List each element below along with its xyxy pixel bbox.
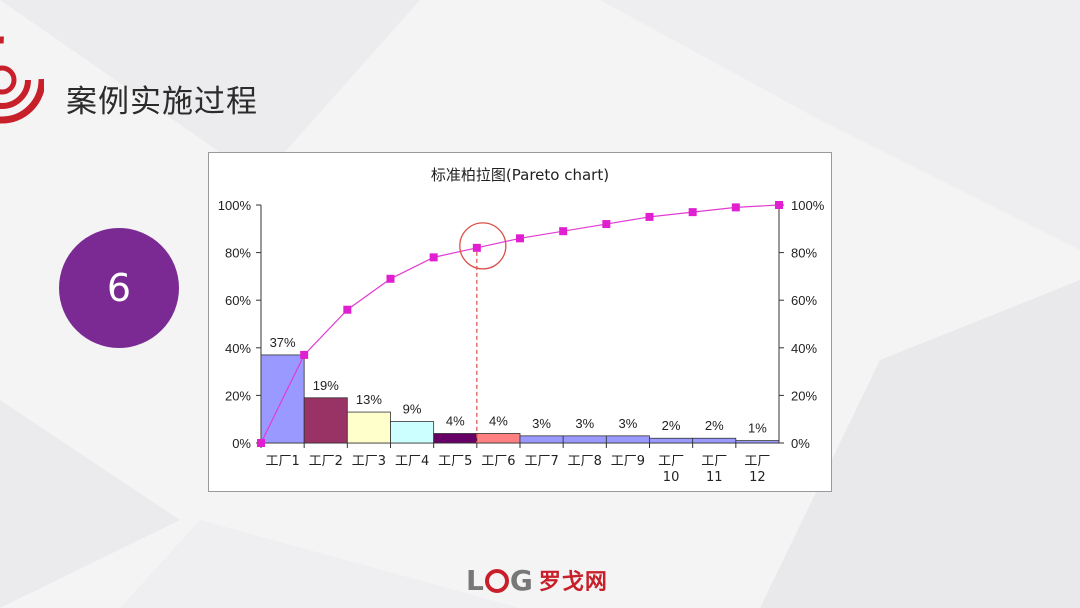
x-tick-label: 10 bbox=[663, 470, 680, 485]
y-tick-label-left: 40% bbox=[225, 341, 251, 356]
y-tick-label-left: 0% bbox=[232, 436, 251, 451]
bar bbox=[433, 433, 478, 444]
cumulative-point bbox=[386, 274, 395, 283]
cumulative-point bbox=[343, 305, 352, 314]
bar-data-label: 37% bbox=[270, 335, 296, 350]
y-tick-label-right: 0% bbox=[791, 436, 810, 451]
x-tick-label: 工厂6 bbox=[481, 454, 515, 469]
y-tick-label-right: 40% bbox=[791, 341, 817, 356]
x-tick-label: 工厂 bbox=[701, 454, 727, 469]
y-tick-label-left: 80% bbox=[225, 246, 251, 261]
bar bbox=[649, 437, 694, 444]
cumulative-point bbox=[300, 350, 309, 359]
bar-data-label: 4% bbox=[446, 413, 465, 428]
y-tick-label-left: 20% bbox=[225, 388, 251, 403]
y-tick-label-right: 60% bbox=[791, 293, 817, 308]
x-tick-label: 工厂9 bbox=[611, 454, 645, 469]
bar bbox=[519, 435, 564, 444]
bar bbox=[346, 411, 391, 444]
logo-letter-l: L bbox=[466, 563, 484, 597]
pareto-chart: 标准柏拉图(Pareto chart) 0% 0% 20% 20% 40% 40% 60% 60… bbox=[208, 152, 832, 492]
x-tick-label: 工厂1 bbox=[265, 454, 299, 469]
highlight-circle bbox=[459, 222, 507, 270]
x-tick-label: 工厂2 bbox=[309, 454, 343, 469]
bar-data-label: 9% bbox=[403, 402, 422, 417]
x-tick-label: 工厂8 bbox=[568, 454, 602, 469]
chart-title: 标准柏拉图(Pareto chart) bbox=[431, 166, 609, 184]
chart-canvas: 标准柏拉图(Pareto chart) 0% 0% 20% 20% 40% 40% 60% 60… bbox=[218, 166, 825, 485]
y-tick-label-right: 80% bbox=[791, 246, 817, 261]
bar-data-label: 13% bbox=[356, 392, 382, 407]
y-tick-label-right: 100% bbox=[791, 198, 825, 213]
x-tick-label: 12 bbox=[749, 470, 766, 485]
x-tick-label: 工厂3 bbox=[352, 454, 386, 469]
cumulative-point bbox=[516, 234, 524, 243]
logo-o-icon bbox=[484, 569, 509, 593]
x-tick-label: 工厂7 bbox=[524, 454, 558, 469]
bar bbox=[605, 435, 650, 444]
x-tick-label: 工厂4 bbox=[395, 454, 429, 469]
x-tick-label: 11 bbox=[706, 470, 723, 485]
bar bbox=[692, 437, 737, 444]
x-tick-label: 工厂5 bbox=[438, 454, 472, 469]
x-tick-label: 工厂 bbox=[744, 454, 770, 469]
logo-letter-g: G bbox=[509, 563, 533, 597]
bar bbox=[735, 440, 780, 444]
cumulative-point bbox=[775, 201, 783, 209]
cumulative-point bbox=[257, 439, 265, 447]
logo-swirl-icon bbox=[0, 36, 44, 124]
bar bbox=[390, 421, 435, 444]
cumulative-point bbox=[429, 253, 438, 262]
bar-data-label: 2% bbox=[705, 418, 724, 433]
bar-data-label: 19% bbox=[313, 378, 339, 393]
bar-data-label: 2% bbox=[662, 418, 681, 433]
bar-data-label: 3% bbox=[575, 416, 594, 431]
y-tick-label-left: 60% bbox=[225, 293, 251, 308]
cumulative-point bbox=[472, 243, 481, 252]
y-tick-label-left: 100% bbox=[218, 198, 252, 213]
bar bbox=[476, 433, 521, 444]
bar-data-label: 3% bbox=[619, 416, 638, 431]
y-tick-label-right: 20% bbox=[791, 388, 817, 403]
bar bbox=[562, 435, 607, 444]
bar-data-label: 3% bbox=[532, 416, 551, 431]
footer-logo: L G 罗戈网 bbox=[466, 563, 608, 597]
cumulative-point bbox=[688, 208, 697, 217]
cumulative-point bbox=[645, 212, 654, 221]
step-number-badge: 6 bbox=[59, 228, 179, 348]
x-tick-label: 工厂 bbox=[658, 454, 684, 469]
slide-title: 案例实施过程 bbox=[66, 84, 258, 120]
bar-data-label: 1% bbox=[748, 421, 767, 436]
bar bbox=[303, 397, 348, 444]
cumulative-point bbox=[559, 227, 568, 236]
cumulative-point bbox=[731, 203, 740, 212]
bar-data-label: 4% bbox=[489, 413, 508, 428]
logo-chinese-name: 罗戈网 bbox=[538, 570, 608, 595]
cumulative-point bbox=[602, 220, 611, 229]
